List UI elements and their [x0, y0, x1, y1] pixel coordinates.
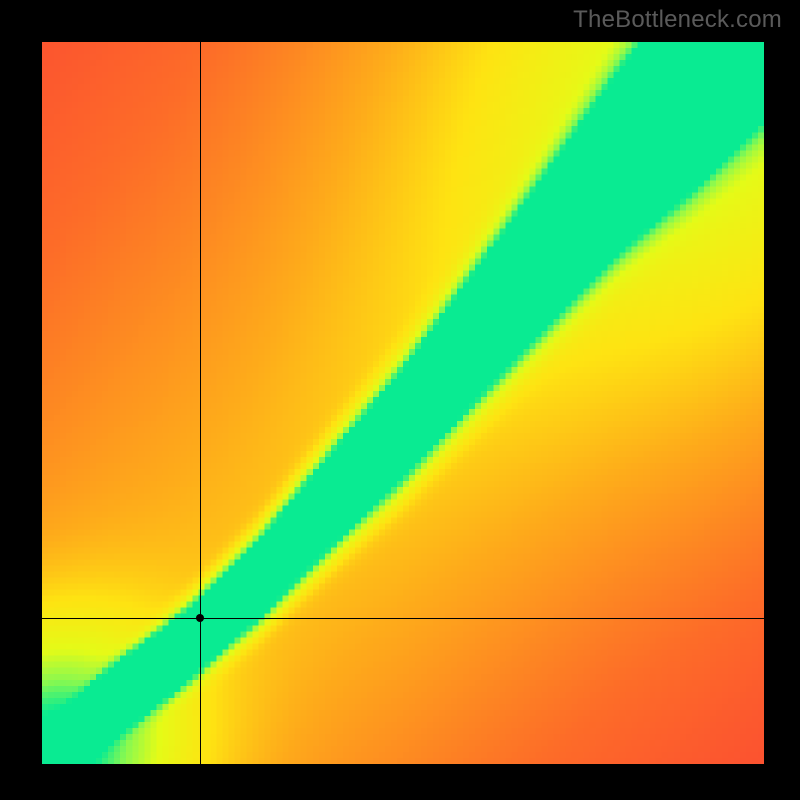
- chart-frame: TheBottleneck.com: [0, 0, 800, 800]
- crosshair-point: [196, 614, 204, 622]
- crosshair-vertical: [200, 42, 201, 764]
- bottleneck-heatmap: [42, 42, 764, 764]
- watermark-text: TheBottleneck.com: [573, 6, 782, 34]
- crosshair-horizontal: [42, 618, 764, 619]
